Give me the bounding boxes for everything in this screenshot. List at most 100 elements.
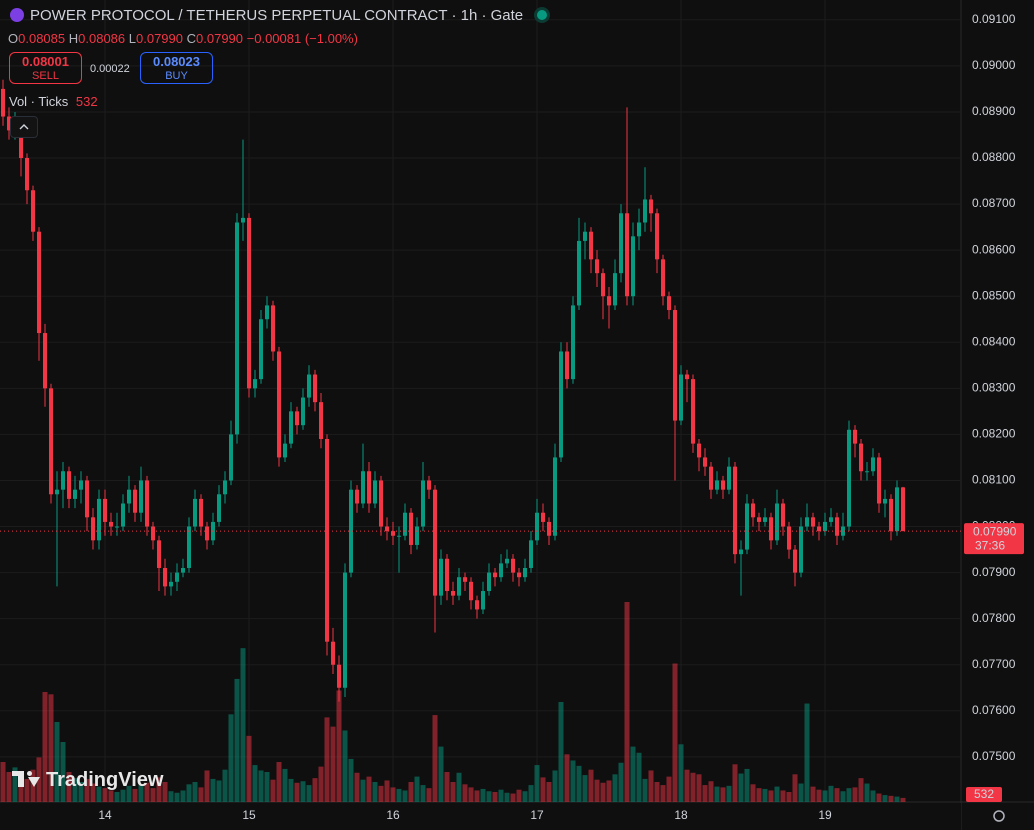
volume-bar: [0, 762, 6, 802]
volume-bar: [216, 780, 222, 802]
volume-bar: [84, 778, 90, 802]
price-tag: [964, 523, 1024, 555]
legend-key: O: [8, 31, 19, 46]
volume-bar: [870, 790, 876, 802]
volume-bar: [72, 778, 78, 802]
candle-body: [607, 296, 611, 306]
volume-bar: [654, 782, 660, 802]
volume-bar: [90, 783, 96, 802]
y-tick-label: 0.08200: [972, 427, 1016, 441]
y-tick-label: 0.08600: [972, 242, 1016, 256]
volume-bar: [786, 792, 792, 802]
volume-bar: [294, 782, 300, 802]
volume-bar: [690, 772, 696, 802]
candle-body: [763, 517, 767, 522]
volume-bar: [210, 778, 216, 802]
candle-body: [637, 222, 641, 237]
status-dot: [537, 10, 548, 20]
volume-bar: [702, 785, 708, 802]
volume-bar: [108, 790, 114, 802]
candle-body: [121, 503, 125, 527]
candle-body: [283, 443, 287, 458]
volume-bar: [492, 792, 498, 802]
legend-key: H: [68, 31, 79, 46]
candle-body: [739, 549, 743, 555]
volume-bar: [438, 746, 444, 802]
x-tick-label: 14: [98, 808, 112, 822]
volume-bar: [582, 775, 588, 802]
collapse-button[interactable]: [10, 116, 38, 138]
sell-button[interactable]: 0.08001 SELL: [9, 52, 82, 84]
candle-body: [811, 517, 815, 527]
volume-bar: [396, 788, 402, 802]
candle-body: [445, 558, 449, 592]
volume-bar: [348, 758, 354, 802]
candle-body: [769, 517, 773, 541]
volume-bar: [282, 768, 288, 802]
candle-body: [37, 231, 41, 334]
volume-bar: [684, 769, 690, 802]
volume-bar: [570, 760, 576, 802]
y-tick-label: 0.07800: [972, 611, 1016, 625]
legend-value: 0.08086: [78, 31, 126, 46]
volume-bar: [366, 776, 372, 802]
volume-bar: [48, 694, 54, 802]
candle-body: [217, 494, 221, 522]
volume-bar: [624, 602, 630, 802]
volume-bar: [522, 791, 528, 802]
candle-body: [571, 305, 575, 380]
volume-bar: [840, 791, 846, 802]
logo-text: TradingView: [46, 769, 164, 791]
candle-body: [691, 379, 695, 444]
candle-body: [559, 351, 563, 458]
volume-bar: [816, 789, 822, 802]
price-axis: [962, 0, 1034, 830]
volume-bar: [132, 788, 138, 802]
volume-bar: [162, 782, 168, 802]
candle-body: [205, 526, 209, 541]
volume-bar: [462, 784, 468, 802]
candle-body: [709, 466, 713, 490]
time-axis: [0, 803, 961, 830]
volume-bar: [798, 783, 804, 802]
candle-body: [139, 480, 143, 513]
candle-body: [883, 498, 887, 504]
volume-bar: [792, 774, 798, 802]
y-tick-label: 0.07700: [972, 657, 1016, 671]
legend-key: C: [186, 31, 197, 46]
ohlc-legend: O0.08085 H0.08086 L0.07990 C0.07990 −0.0…: [8, 31, 358, 46]
volume-bar: [174, 792, 180, 802]
candle-body: [25, 158, 29, 191]
sell-price: 0.08001: [22, 54, 69, 69]
candle-body: [601, 273, 605, 297]
candle-body: [901, 487, 905, 532]
volume-bar: [426, 788, 432, 802]
candle-body: [541, 512, 545, 522]
volume-bar: [180, 790, 186, 802]
candle-body: [505, 558, 509, 564]
candle-body: [337, 664, 341, 688]
volume-bar: [318, 766, 324, 802]
volume-title: Vol · Ticks: [9, 94, 69, 109]
symbol-icon: [10, 8, 24, 22]
volume-tag-value: 532: [974, 787, 994, 801]
candle-body: [595, 259, 599, 274]
candle-body: [175, 572, 179, 582]
volume-bar: [696, 774, 702, 802]
y-tick-label: 0.08500: [972, 288, 1016, 302]
volume-bar: [750, 784, 756, 802]
logo: TradingView: [12, 769, 163, 792]
candle-body: [799, 526, 803, 573]
volume-bar: [810, 786, 816, 802]
volume-bar: [258, 770, 264, 802]
x-tick-label: 15: [242, 808, 256, 822]
y-tick-label: 0.07900: [972, 565, 1016, 579]
candle-body: [415, 526, 419, 545]
volume-bar: [630, 746, 636, 802]
buy-label: BUY: [165, 70, 188, 82]
volume-bar: [894, 796, 900, 802]
volume-bar: [576, 765, 582, 802]
buy-button[interactable]: 0.08023 BUY: [140, 52, 213, 84]
candle-body: [655, 213, 659, 260]
candle-body: [379, 480, 383, 527]
